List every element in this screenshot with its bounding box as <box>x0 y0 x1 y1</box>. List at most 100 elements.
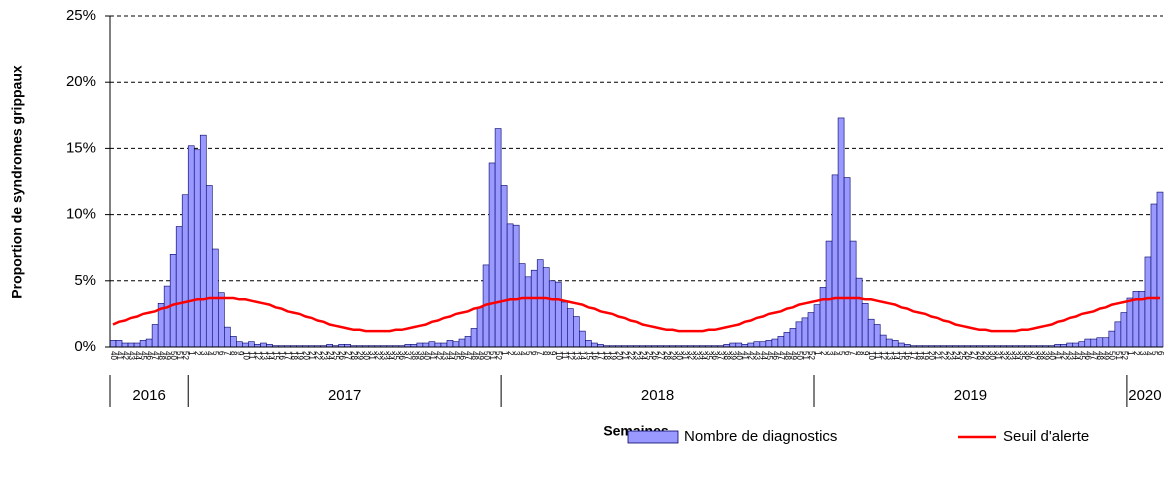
x-tick-label: 52 <box>181 351 190 360</box>
x-tick-label: 46 <box>145 351 154 360</box>
x-tick-label: 36 <box>398 351 407 360</box>
x-tick-label: 7 <box>536 351 545 356</box>
x-tick-label: 31 <box>368 351 377 360</box>
x-tick-label: 40 <box>422 351 431 360</box>
bar <box>133 342 141 348</box>
x-tick-label: 48 <box>470 351 479 360</box>
bar <box>1096 337 1104 348</box>
x-tick-label: 21 <box>307 351 316 360</box>
x-tick-label: 16 <box>277 351 286 360</box>
bar <box>199 134 207 348</box>
x-tick-label: 50 <box>795 351 804 360</box>
x-tick-label: 27 <box>656 351 665 360</box>
bar <box>747 342 755 348</box>
x-tick-label: 6 <box>217 351 226 356</box>
x-tick-label: 37 <box>717 351 726 360</box>
x-tick-label: 45 <box>139 351 148 360</box>
bar <box>807 312 815 348</box>
year-label: 2017 <box>328 387 361 404</box>
bar <box>735 342 743 348</box>
x-tick-label: 16 <box>590 351 599 360</box>
x-tick-label: 10 <box>554 351 563 360</box>
bar <box>121 342 129 348</box>
bar <box>867 318 875 348</box>
x-tick-label: 13 <box>572 351 581 360</box>
x-tick-label: 19 <box>295 351 304 360</box>
x-tick-label: 38 <box>1036 351 1045 360</box>
x-tick-label: 37 <box>1030 351 1039 360</box>
x-tick-label: 51 <box>1114 351 1123 360</box>
x-tick-label: 2 <box>193 351 202 356</box>
x-tick-label: 33 <box>693 351 702 360</box>
x-tick-label: 14 <box>265 351 274 360</box>
x-tick-label: 25 <box>957 351 966 360</box>
x-tick-label: 48 <box>1096 351 1105 360</box>
bar <box>422 342 430 348</box>
bar <box>224 326 231 348</box>
x-tick-label: 47 <box>151 351 160 360</box>
x-tick-label: 27 <box>344 351 353 360</box>
x-tick-label: 22 <box>626 351 635 360</box>
bar <box>151 324 159 348</box>
bar <box>476 306 484 348</box>
x-tick-label: 46 <box>1084 351 1093 360</box>
x-tick-label: 32 <box>374 351 383 360</box>
x-tick-label: 14 <box>578 351 587 360</box>
x-tick-label: 46 <box>771 351 780 360</box>
x-tick-label: 4 <box>518 351 527 356</box>
x-tick-label: 12 <box>879 351 888 360</box>
x-tick-label: 1 <box>187 351 196 356</box>
x-tick-label: 13 <box>259 351 268 360</box>
bar <box>579 330 586 348</box>
bar <box>843 177 851 348</box>
bar <box>236 341 243 348</box>
x-tick-label: 44 <box>133 351 142 360</box>
bar <box>585 340 592 348</box>
x-tick-label: 7 <box>849 351 858 356</box>
year-label: 2019 <box>954 387 987 404</box>
x-tick-label: 41 <box>741 351 750 360</box>
x-tick-label: 5 <box>1150 351 1159 356</box>
x-tick-label: 49 <box>163 351 172 360</box>
x-tick-label: 8 <box>542 351 551 356</box>
y-tick-label: 15% <box>66 139 96 156</box>
bar <box>813 304 821 348</box>
bar <box>428 341 436 348</box>
x-tick-label: 9 <box>861 351 870 356</box>
x-tick-label: 26 <box>963 351 972 360</box>
x-tick-label: 43 <box>1066 351 1075 360</box>
x-tick-label: 20 <box>301 351 310 360</box>
x-tick-label: 4 <box>1144 351 1153 356</box>
bar <box>434 342 442 348</box>
bar <box>1114 321 1122 348</box>
x-tick-label: 4 <box>831 351 840 356</box>
bar <box>488 162 496 348</box>
bar <box>897 342 905 348</box>
bar <box>861 303 869 348</box>
x-tick-label: 45 <box>765 351 774 360</box>
x-tick-label: 11 <box>560 351 569 360</box>
x-tick-label: 45 <box>452 351 461 360</box>
bar <box>777 336 785 348</box>
x-tick-label: 3 <box>512 351 521 356</box>
legend-swatch <box>627 430 679 444</box>
x-tick-label: 34 <box>1011 351 1020 360</box>
x-tick-label: 34 <box>386 351 395 360</box>
bar <box>464 336 472 348</box>
x-tick-label: 17 <box>283 351 292 360</box>
x-tick-label: 28 <box>662 351 671 360</box>
x-tick-label: 18 <box>289 351 298 360</box>
x-tick-label: 35 <box>1017 351 1026 360</box>
x-tick-label: 19 <box>921 351 930 360</box>
x-tick-label: 1 <box>1126 351 1135 356</box>
x-tick-label: 45 <box>1078 351 1087 360</box>
x-tick-label: 39 <box>1042 351 1051 360</box>
y-axis-label: Proportion de syndromes grippaux <box>9 65 25 299</box>
x-tick-label: 27 <box>969 351 978 360</box>
x-tick-label: 1 <box>500 351 509 356</box>
bar <box>879 334 887 348</box>
x-tick-label: 15 <box>897 351 906 360</box>
bar <box>783 332 791 348</box>
bar <box>1090 338 1098 348</box>
bar <box>187 145 195 348</box>
